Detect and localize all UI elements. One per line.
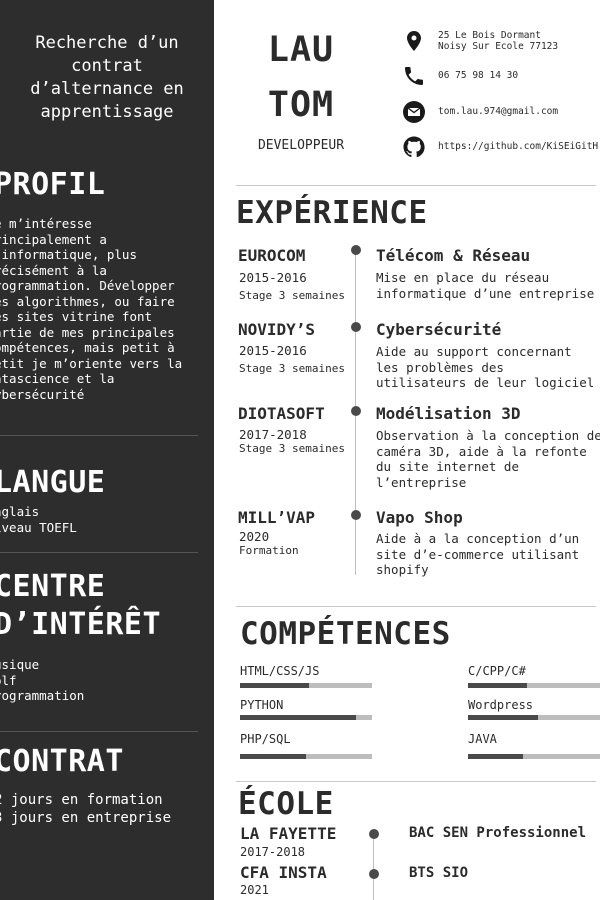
exp-company: EUROCOM — [238, 246, 306, 265]
github-icon — [403, 136, 425, 158]
exp-role: Vapo Shop — [376, 508, 463, 527]
school-year: 2017-2018 — [240, 845, 306, 859]
contrat-text: 2 jours en formation 3 jours en entrepri… — [0, 792, 172, 826]
exp-description: Aide au support concernant les problèmes… — [376, 344, 595, 390]
exp-years: 2020 — [239, 529, 270, 544]
skill-level — [468, 754, 524, 759]
langue-heading: LANGUE — [0, 465, 106, 500]
school-degree: BAC SEN Professionnel — [409, 825, 587, 841]
timeline-dot — [351, 510, 361, 520]
school-name: CFA INSTA — [240, 863, 327, 882]
skill-bar — [240, 754, 372, 759]
exp-kind: Stage 3 semaines — [239, 362, 345, 375]
sidebar-divider — [0, 731, 198, 732]
section-divider — [236, 185, 596, 186]
address-text: 25 Le Bois Dormant Noisy Sur Ecole 77123 — [438, 30, 559, 52]
profil-text: e m’intéresse rincipalement a ’informati… — [0, 216, 183, 402]
school-timeline — [373, 832, 374, 900]
skill-bar — [468, 715, 600, 720]
interet-heading: CENTRE D’INTÉRÊT — [0, 569, 162, 642]
skill-level — [240, 715, 357, 720]
timeline-dot — [369, 869, 379, 879]
timeline-dot — [351, 245, 361, 255]
exp-company: NOVIDY’S — [238, 320, 316, 339]
exp-description: Mise en place du réseau informatique d’u… — [376, 270, 595, 301]
exp-years: 2017-2018 — [239, 427, 307, 442]
section-divider — [236, 781, 596, 782]
objective-text: Recherche d’un contrat d’alternance en a… — [30, 33, 184, 122]
skill-level — [468, 683, 528, 688]
email-icon — [403, 101, 425, 123]
sidebar: Recherche d’un contrat d’alternance en a… — [0, 0, 214, 900]
exp-company: DIOTASOFT — [238, 404, 325, 423]
exp-kind: Stage 3 semaines — [239, 289, 345, 302]
skill-label: PHP/SQL — [240, 732, 291, 746]
skill-bar — [468, 754, 600, 759]
school-name: LA FAYETTE — [240, 824, 337, 843]
exp-role: Modélisation 3D — [376, 404, 521, 423]
experience-title: EXPÉRIENCE — [236, 195, 428, 231]
skill-label: JAVA — [468, 732, 497, 746]
exp-company: MILL’VAP — [238, 508, 316, 527]
timeline-dot — [351, 406, 361, 416]
skill-bar — [240, 715, 372, 720]
skill-bar — [468, 683, 600, 688]
timeline-dot — [351, 322, 361, 332]
skill-level — [468, 715, 538, 720]
profil-heading: PROFIL — [0, 167, 106, 202]
school-degree: BTS SIO — [409, 865, 469, 881]
skill-label: C/CPP/C# — [468, 664, 526, 678]
exp-role: Cybersécurité — [376, 320, 502, 339]
timeline-dot — [369, 829, 379, 839]
phone-text[interactable]: 06 75 98 14 30 — [438, 70, 519, 81]
skills-title: COMPÉTENCES — [240, 616, 451, 652]
exp-description: Observation à la conception de caméra 3D… — [376, 428, 600, 490]
email-text[interactable]: tom.lau.974@gmail.com — [438, 106, 559, 117]
school-title: ÉCOLE — [238, 786, 334, 822]
exp-role: Télécom & Réseau — [376, 246, 531, 265]
sidebar-divider — [0, 435, 198, 436]
skill-label: Wordpress — [468, 698, 534, 712]
exp-kind: Formation — [239, 544, 299, 557]
exp-years: 2015-2016 — [239, 343, 307, 358]
github-link[interactable]: https://github.com/KiSEiGitH — [438, 141, 599, 152]
exp-years: 2015-2016 — [239, 270, 307, 285]
exp-kind: Stage 3 semaines — [239, 442, 345, 455]
contrat-heading: CONTRAT — [0, 744, 124, 779]
skill-label: PYTHON — [240, 698, 284, 712]
job-title: DEVELOPPEUR — [257, 138, 345, 153]
section-divider — [236, 606, 596, 607]
interet-text: usique olf rogrammation — [0, 657, 85, 703]
exp-description: Aide à a la conception d’un site d’e-com… — [376, 531, 580, 577]
skill-level — [240, 754, 306, 759]
langue-text: nglais iveau TOEFL — [0, 504, 77, 535]
skill-bar — [240, 683, 372, 688]
first-name: LAU — [267, 30, 335, 70]
phone-icon — [405, 67, 423, 85]
skill-label: HTML/CSS/JS — [240, 664, 320, 678]
last-name: TOM — [267, 85, 335, 125]
sidebar-divider — [0, 552, 198, 553]
location-pin-icon — [407, 31, 421, 51]
skill-level — [240, 683, 309, 688]
school-year: 2021 — [240, 883, 269, 897]
